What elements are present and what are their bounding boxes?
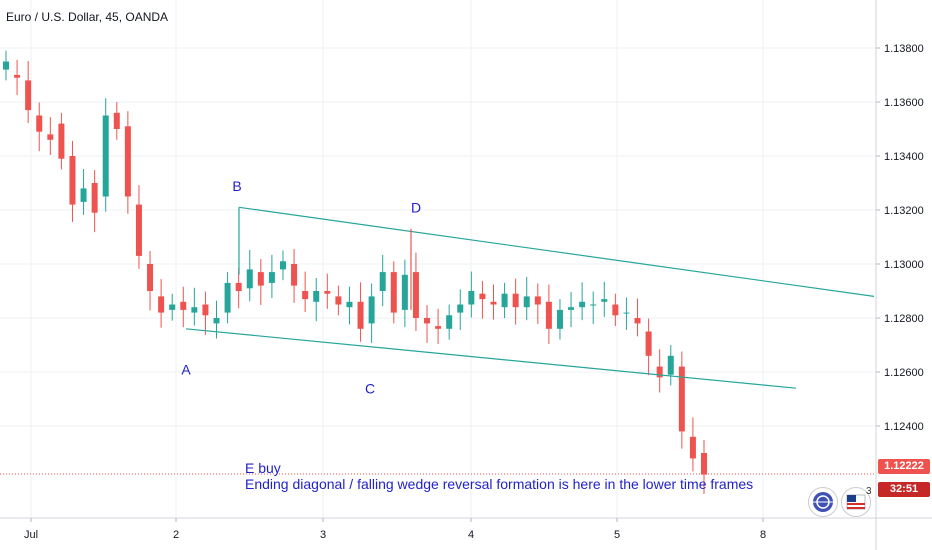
globe-badge-icon[interactable]: [808, 487, 838, 517]
candle-body: [446, 315, 453, 329]
candle-body: [634, 318, 641, 324]
candle-body: [69, 156, 76, 205]
candle-body: [490, 301, 497, 305]
candle-body: [202, 304, 209, 316]
wave-label: B: [232, 178, 241, 194]
candle-body: [213, 318, 220, 324]
candle-body: [279, 261, 286, 270]
candle-body: [257, 272, 264, 286]
time-axis-label: 8: [760, 529, 766, 541]
wave-label: D: [411, 200, 421, 216]
annotation-e-buy: E buy: [245, 460, 281, 476]
price-axis-label: 1.13200: [884, 205, 924, 217]
bar-countdown-tag: 32:51: [878, 482, 930, 497]
candle-body: [268, 272, 275, 283]
candle-body: [424, 318, 431, 324]
candle-body: [479, 293, 486, 300]
candle-body: [545, 301, 552, 329]
time-axis-label: 2: [173, 529, 179, 541]
time-axis-label: 4: [468, 529, 474, 541]
candle-body: [158, 296, 165, 313]
candle-body: [191, 307, 198, 313]
candle-body: [601, 299, 608, 302]
candle-body: [379, 272, 386, 291]
candle-body: [135, 204, 142, 256]
price-axis-label: 1.12800: [884, 313, 924, 325]
candle-body: [313, 291, 320, 302]
candle-body: [246, 269, 253, 289]
candle-body: [457, 304, 464, 313]
candle-body: [324, 291, 331, 294]
last-price-tag: 1.12222: [878, 459, 930, 474]
candle-body: [612, 304, 619, 316]
candle-body: [3, 61, 9, 70]
candle-body: [335, 296, 342, 305]
candle-body: [147, 264, 154, 291]
candle-body: [412, 272, 419, 318]
time-axis-label: 3: [320, 529, 326, 541]
candle-body: [523, 296, 530, 308]
price-axis-label: 1.13600: [884, 97, 924, 109]
candle-body: [102, 115, 109, 197]
candle-body: [689, 436, 696, 459]
candle-body: [346, 301, 353, 308]
candle-body: [80, 188, 87, 202]
candle-body: [435, 326, 442, 329]
candle-body: [235, 282, 242, 291]
price-axis-label: 1.12400: [884, 421, 924, 433]
candle-body: [91, 183, 98, 213]
candle-body: [579, 301, 586, 308]
badge-count: 3: [866, 486, 872, 497]
candle-body: [169, 304, 176, 310]
candle-body: [113, 112, 120, 129]
candle-body: [368, 296, 375, 324]
candle-body: [124, 126, 131, 197]
candle-body: [534, 296, 541, 305]
trendline-upper: [238, 206, 875, 297]
annotation-description: Ending diagonal / falling wedge reversal…: [245, 476, 753, 492]
candle-body: [701, 453, 707, 475]
symbol-title[interactable]: Euro / U.S. Dollar, 45, OANDA: [6, 10, 169, 24]
candle-body: [590, 304, 597, 306]
flag-badge-icon[interactable]: [841, 487, 871, 517]
price-axis-label: 1.13000: [884, 259, 924, 271]
candle-body: [501, 293, 508, 308]
candle-body: [390, 272, 397, 313]
price-axis-label: 1.12600: [884, 367, 924, 379]
candle-body: [357, 301, 364, 329]
candle-body: [36, 115, 43, 132]
wave-label: A: [181, 362, 191, 378]
candle-body: [291, 264, 298, 286]
candle-body: [14, 75, 21, 78]
time-axis-label: Jul: [24, 529, 38, 541]
candle-body: [180, 301, 187, 310]
time-axis-label: 5: [614, 529, 620, 541]
trendline-lower: [185, 328, 797, 389]
candle-body: [645, 331, 652, 356]
candle-body: [678, 366, 685, 432]
candle-body: [568, 307, 575, 310]
candle-body: [25, 80, 32, 111]
candle-body: [58, 123, 65, 159]
candle-body: [512, 293, 519, 308]
wave-label: C: [365, 381, 375, 397]
candle-body: [656, 366, 663, 378]
candle-body: [302, 291, 309, 300]
candle-body: [667, 355, 674, 375]
candle-body: [47, 134, 54, 140]
price-axis-label: 1.13800: [884, 43, 924, 55]
candle-body: [623, 312, 630, 314]
price-axis-label: 1.13400: [884, 151, 924, 163]
candle-body: [556, 309, 563, 329]
candle-body: [468, 291, 475, 305]
candle-body: [401, 274, 408, 310]
candle-body: [224, 282, 231, 313]
